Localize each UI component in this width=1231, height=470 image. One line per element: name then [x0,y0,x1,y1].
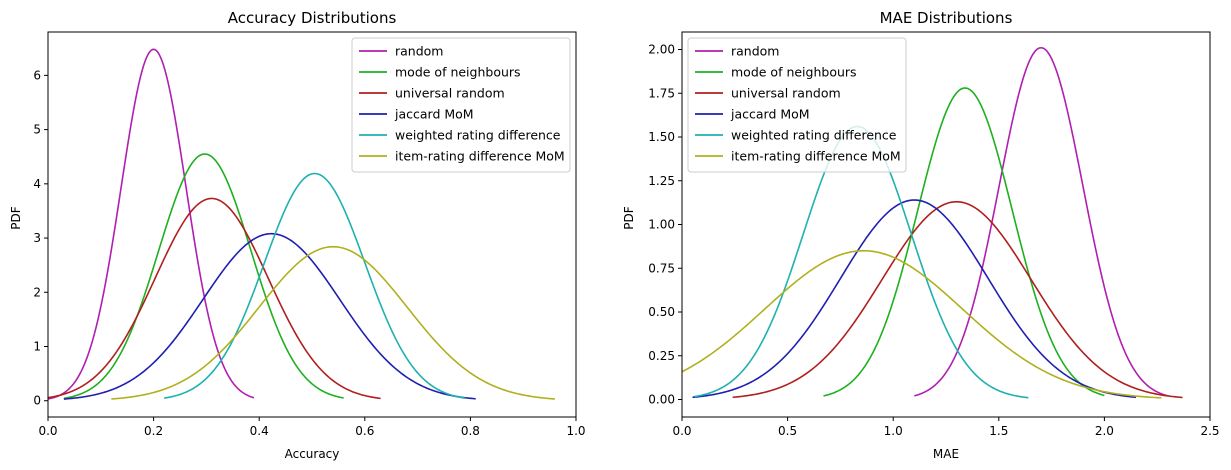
legend-label: jaccard MoM [730,107,810,122]
y-tick-label: 6 [33,68,41,82]
series-line-mode-of-neighbours [63,153,344,400]
series-line-jaccard-mom [63,232,476,400]
legend-label: weighted rating difference [731,128,897,143]
y-tick-label: 1.50 [648,130,675,144]
y-tick-label: 0.75 [648,261,675,275]
legend-item: mode of neighbours [695,65,857,80]
series-line-random [47,48,255,400]
series-line-jaccard-mom [692,199,1137,399]
x-tick-label: 2.5 [1200,424,1219,438]
legend-item: weighted rating difference [359,128,561,143]
series-line-item-rating-difference-mom [681,249,1162,399]
legend-label: jaccard MoM [394,107,474,122]
legend-label: mode of neighbours [731,65,857,80]
x-tick-label: 1.0 [566,424,585,438]
legend-item: mode of neighbours [359,65,521,80]
axes-frame [47,31,577,418]
y-tick-label: 2 [33,285,41,299]
chart-title: MAE Distributions [880,9,1013,27]
series-line-weighted-rating-difference [164,172,466,399]
x-tick-label: 1.0 [884,424,903,438]
y-ticks: 0.00 0.25 0.50 0.75 1.00 1.25 1.50 1.75 2.00 [648,43,682,407]
x-tick-label: 0.0 [38,424,57,438]
x-tick-label: 1.5 [989,424,1008,438]
series-line-universal-random [47,197,381,400]
y-tick-label: 1.75 [648,86,675,100]
y-tick-label: 2.00 [648,43,675,57]
series-lines [681,46,1183,399]
accuracy-chart: Accuracy Distributions Accuracy PDF 0.0 0… [9,9,586,461]
x-tick-label: 0.0 [672,424,691,438]
series-lines [47,48,555,400]
x-axis-label: MAE [933,447,959,461]
y-tick-label: 4 [33,177,41,191]
y-tick-label: 1 [33,340,41,354]
series-line-universal-random [732,200,1183,399]
legend-label: mode of neighbours [395,65,521,80]
series-line-item-rating-difference-mom [111,245,555,400]
chart-title: Accuracy Distributions [228,9,397,27]
legend-label: random [731,44,779,59]
legend-item: item-rating difference MoM [359,149,565,164]
y-ticks: 0 1 2 3 4 5 6 [33,68,48,408]
legend-item: random [359,44,443,59]
legend-label: random [395,44,443,59]
legend-label: universal random [395,86,505,101]
legend: random mode of neighbours universal random… [687,37,907,173]
x-ticks: 0.0 0.5 1.0 1.5 2.0 2.5 [672,417,1220,438]
legend-item: weighted rating difference [695,128,897,143]
y-tick-label: 5 [33,123,41,137]
y-tick-label: 0.00 [648,393,675,407]
legend-label: weighted rating difference [395,128,561,143]
x-tick-label: 0.4 [250,424,269,438]
mae-chart: MAE Distributions MAE PDF 0.0 0.5 1.0 1.5 2.… [622,9,1220,461]
legend-label: item-rating difference MoM [731,149,901,164]
y-axis-label: PDF [622,206,636,229]
y-tick-label: 0.25 [648,349,675,363]
x-axis-label: Accuracy [285,447,340,461]
legend-item: random [695,44,779,59]
legend-box [687,37,907,173]
legend-label: item-rating difference MoM [395,149,565,164]
x-tick-label: 0.8 [461,424,480,438]
legend: random mode of neighbours universal random… [351,37,571,173]
y-tick-label: 3 [33,231,41,245]
x-tick-label: 0.2 [144,424,163,438]
x-tick-label: 2.0 [1095,424,1114,438]
x-tick-label: 0.6 [355,424,374,438]
series-line-random [914,46,1168,397]
x-ticks: 0.0 0.2 0.4 0.6 0.8 1.0 [38,417,586,438]
legend-box [351,37,571,173]
legend-label: universal random [731,86,841,101]
legend-item: jaccard MoM [359,107,474,122]
y-tick-label: 0.50 [648,305,675,319]
series-line-mode-of-neighbours [823,87,1105,397]
y-tick-label: 1.00 [648,218,675,232]
y-tick-label: 0 [33,394,41,408]
y-axis-label: PDF [9,206,23,229]
x-tick-label: 0.5 [778,424,797,438]
legend-item: universal random [359,86,505,101]
legend-item: item-rating difference MoM [695,149,901,164]
legend-item: jaccard MoM [695,107,810,122]
legend-item: universal random [695,86,841,101]
y-tick-label: 1.25 [648,174,675,188]
